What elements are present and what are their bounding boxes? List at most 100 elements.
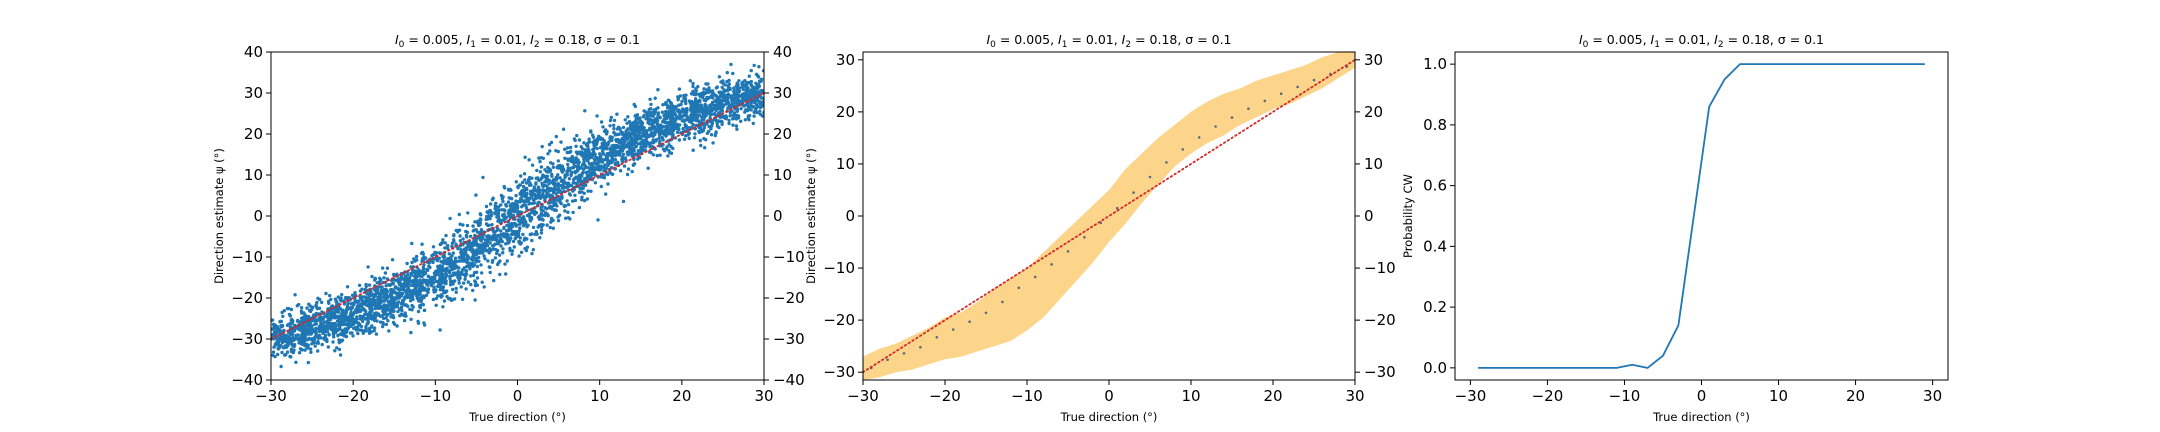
scatter-point [410, 296, 414, 300]
scatter-point [456, 228, 460, 233]
scatter-point [420, 242, 424, 246]
scatter-point [289, 347, 294, 351]
scatter-point [416, 321, 421, 325]
scatter-point [661, 119, 665, 124]
y-tick-label: −10 [231, 248, 263, 266]
scatter-point [472, 263, 477, 267]
scatter-point [589, 130, 593, 134]
scatter-point [570, 166, 574, 170]
scatter-point [667, 128, 672, 133]
scatter-point [595, 114, 599, 118]
scatter-point [661, 103, 665, 107]
scatter-point [427, 264, 431, 268]
scatter-point [292, 348, 296, 352]
scatter-point [508, 209, 512, 214]
scatter-point [709, 127, 713, 131]
scatter-point [457, 278, 461, 282]
scatter-point [458, 259, 463, 263]
scatter-point [420, 257, 425, 261]
scatter-point [702, 115, 707, 119]
scatter-point [622, 164, 627, 168]
scatter-point [463, 259, 467, 263]
scatter-point [608, 124, 612, 128]
scatter-point [293, 293, 297, 297]
scatter-point [517, 199, 521, 204]
scatter-point [729, 62, 733, 67]
scatter-point [541, 193, 545, 198]
scatter-point [523, 155, 527, 159]
scatter-point [586, 189, 590, 193]
scatter-point [605, 152, 609, 156]
scatter-point [355, 305, 359, 310]
scatter-point [562, 178, 566, 182]
scatter-point [728, 110, 733, 115]
scatter-point [684, 110, 689, 114]
scatter-point [433, 271, 437, 276]
scatter-point [325, 315, 330, 319]
scatter-point [439, 295, 443, 299]
scatter-point [685, 126, 689, 131]
scatter-point [757, 79, 762, 83]
scatter-point [408, 299, 413, 303]
scatter-point [725, 70, 729, 75]
x-tick-label: 10 [1769, 387, 1788, 405]
scatter-point [450, 260, 454, 264]
y-tick-label: 0 [845, 207, 855, 225]
scatter-point [438, 285, 442, 289]
scatter-point [280, 310, 284, 315]
scatter-point [294, 333, 298, 338]
x-tick-label: −10 [1011, 387, 1043, 405]
scatter-point [760, 102, 764, 106]
scatter-point [668, 109, 673, 114]
scatter-point [491, 229, 496, 233]
scatter-point [440, 240, 445, 245]
scatter-point [422, 308, 427, 313]
scatter-point [452, 297, 457, 301]
scatter-point [403, 274, 407, 278]
scatter-point [441, 285, 446, 289]
scatter-point [635, 137, 640, 142]
scatter-point [566, 210, 570, 214]
scatter-point [280, 350, 284, 355]
scatter-point [337, 340, 341, 345]
scatter-point [284, 352, 288, 357]
scatter-point [323, 324, 327, 328]
scatter-point [693, 132, 697, 136]
scatter-point [643, 144, 647, 148]
scatter-point [512, 209, 516, 213]
scatter-point [587, 148, 591, 152]
scatter-point [386, 300, 391, 304]
mean-point [1263, 99, 1267, 103]
scatter-point [731, 71, 735, 76]
scatter-point [718, 95, 722, 99]
scatter-point [438, 269, 443, 273]
scatter-point [726, 93, 730, 97]
scatter-point [651, 138, 655, 142]
scatter-point [391, 298, 395, 302]
scatter-point [706, 88, 710, 93]
scatter-point [478, 245, 482, 249]
panel-title: I0 = 0.005, I1 = 0.01, I2 = 0.18, σ = 0.… [395, 32, 640, 50]
scatter-point [384, 291, 388, 295]
right-y-tick-label: 0 [773, 207, 783, 225]
right-y-tick-label: 30 [773, 84, 792, 102]
y-tick-label: 1.0 [1423, 55, 1447, 73]
y-tick-label: 0.8 [1423, 116, 1447, 134]
mean-point [1132, 191, 1135, 194]
scatter-point [414, 254, 419, 259]
scatter-point [287, 306, 291, 311]
scatter-point [475, 270, 479, 274]
scatter-point [315, 306, 320, 311]
scatter-point [510, 197, 514, 201]
scatter-point [606, 163, 610, 168]
scatter-point [510, 252, 514, 256]
scatter-point [480, 247, 484, 252]
scatter-point [675, 130, 680, 134]
scatter-point [606, 182, 610, 186]
scatter-point [477, 250, 481, 254]
scatter-point [632, 125, 636, 130]
scatter-point [710, 121, 715, 125]
scatter-point [616, 160, 620, 165]
scatter-point [414, 282, 418, 286]
